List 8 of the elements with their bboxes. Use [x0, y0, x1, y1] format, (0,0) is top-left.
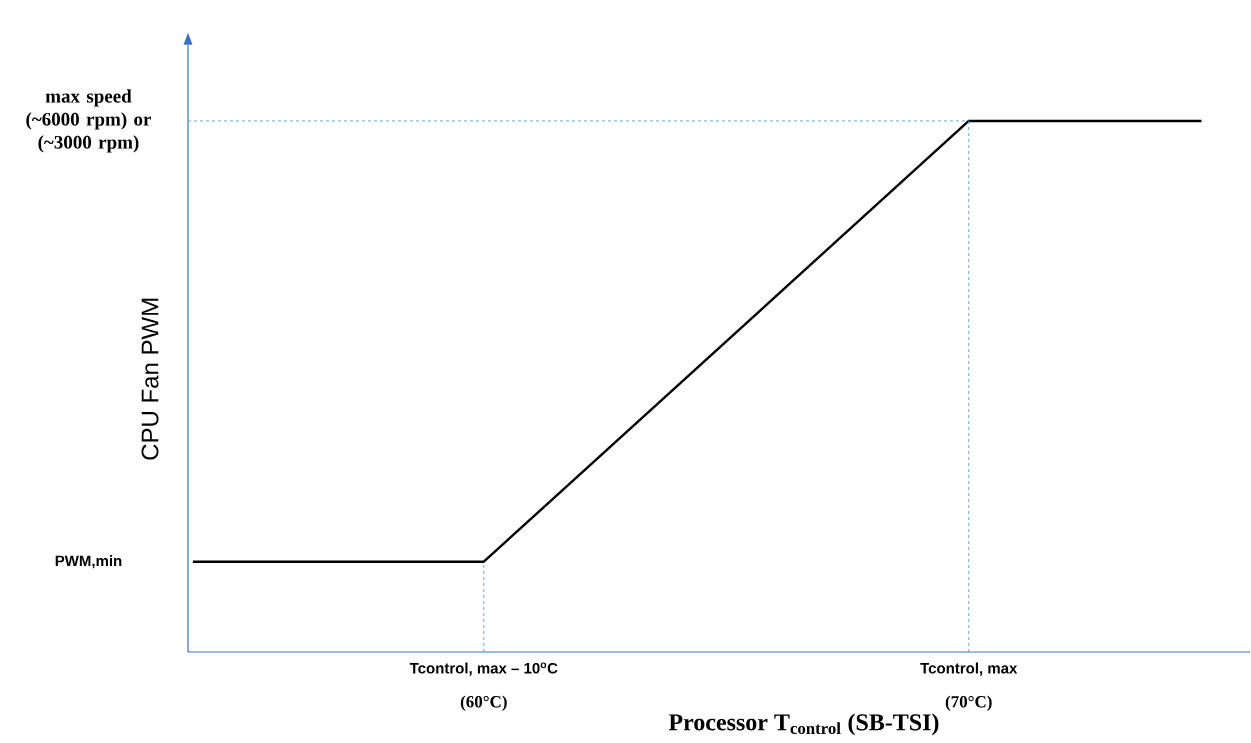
text: PWM,min: [55, 555, 122, 569]
y-axis-title: CPU Fan PWM: [141, 298, 159, 460]
x-axis-title: Processor T$_{control}$ (SB-TSI): [668, 713, 939, 736]
text: max speed (~6000 rpm) or (~3000 rpm): [26, 89, 152, 153]
x-tick-label: (70°C): [945, 695, 992, 711]
text: Tcontrol, max: [920, 662, 1018, 676]
x-tick-label: (60°C): [460, 695, 507, 711]
text: Tcontrol, max – 10$^{o}$C: [409, 662, 558, 676]
